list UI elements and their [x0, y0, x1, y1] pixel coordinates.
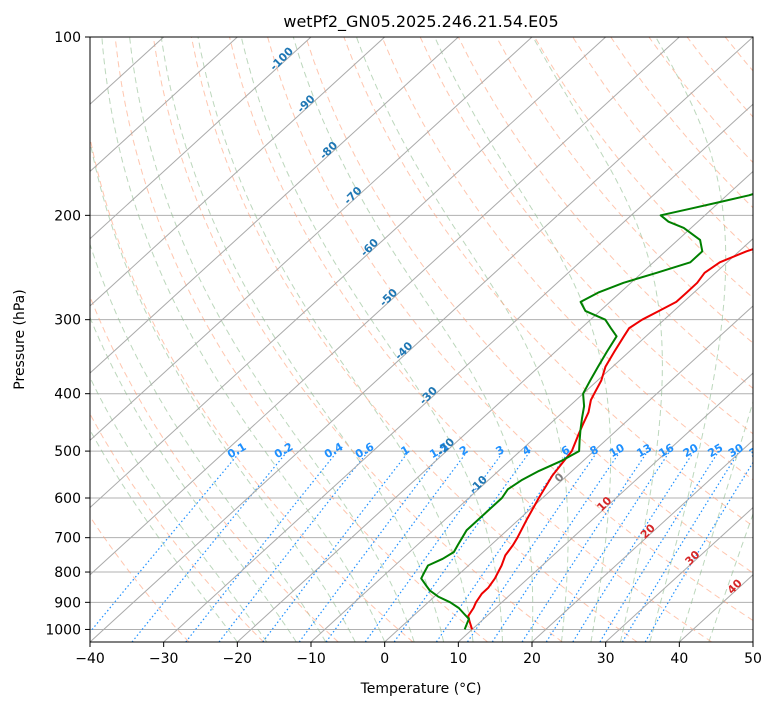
dry-adiabat-line	[495, 37, 753, 344]
mixing-ratio-line	[325, 450, 468, 642]
isotherm-line	[90, 37, 753, 642]
moist-adiabat-line	[90, 428, 238, 642]
isotherm-line	[90, 37, 459, 374]
dewpoint-line	[420, 192, 753, 630]
y-tick-label: 100	[54, 30, 81, 46]
moist-adiabat-line	[90, 316, 297, 642]
dry-adiabat-line	[114, 37, 488, 642]
moist-adiabat-line	[649, 37, 727, 642]
mixing-ratio-line	[491, 450, 621, 642]
y-tick-label: 300	[54, 313, 81, 329]
y-tick-label: 500	[54, 444, 81, 460]
isotherm-line	[163, 103, 753, 642]
moist-adiabat-line	[292, 37, 534, 642]
moist-adiabat-line	[129, 37, 415, 642]
isotherm-line	[310, 237, 753, 642]
chart-title: wetPf2_GN05.2025.246.21.54.E05	[283, 12, 558, 32]
isotherm-line	[457, 372, 753, 642]
temperature-line	[467, 248, 753, 630]
y-tick-label: 600	[54, 491, 81, 507]
isotherm-line	[90, 37, 312, 240]
x-tick-label: −10	[296, 651, 326, 667]
isotherm-line	[90, 37, 533, 442]
mixing-ratio-line	[131, 450, 289, 642]
mixing-ratio-label: 36	[747, 441, 767, 460]
mixing-ratio-line	[262, 450, 410, 642]
y-tick-label: 1000	[45, 622, 81, 638]
mixing-ratio-line	[572, 450, 695, 642]
moist-adiabat-line	[240, 37, 503, 642]
x-tick-label: −30	[149, 651, 179, 667]
isotherm-line	[90, 37, 238, 173]
mixing-ratio-line	[545, 450, 671, 642]
x-tick-label: 0	[380, 651, 389, 667]
x-tick-label: 20	[523, 651, 541, 667]
dry-adiabat-line	[534, 37, 753, 299]
isotherm-line	[90, 37, 386, 307]
moist-adiabat-line	[90, 138, 356, 642]
dry-adiabat-line	[381, 37, 753, 481]
mixing-ratio-line	[185, 450, 339, 642]
moist-adiabat-line	[160, 37, 445, 642]
mixing-ratio-line	[364, 450, 505, 642]
x-tick-label: −20	[223, 651, 253, 667]
x-tick-label: −40	[75, 651, 105, 667]
isotherm-line	[605, 506, 753, 642]
moist-adiabat-line	[90, 242, 327, 642]
y-tick-label: 400	[54, 387, 81, 403]
y-axis-label: Pressure (hPa)	[12, 289, 28, 389]
x-tick-label: 40	[670, 651, 688, 667]
plot-frame	[89, 36, 754, 643]
dry-adiabat-line	[343, 37, 753, 527]
x-tick-label: 10	[449, 651, 467, 667]
x-axis-label: Temperature (°C)	[360, 681, 482, 697]
moist-adiabat-line	[708, 512, 753, 642]
dry-adiabat-line	[190, 37, 638, 642]
x-tick-label: 30	[597, 651, 615, 667]
y-tick-label: 900	[54, 595, 81, 611]
mixing-ratio-line	[621, 450, 740, 642]
mixing-ratio-line	[90, 450, 242, 633]
moist-adiabat-line	[356, 37, 569, 642]
dry-adiabat-line	[152, 37, 563, 642]
isotherm-line	[384, 305, 753, 642]
dry-adiabat-line	[90, 412, 264, 642]
dry-adiabat-line	[305, 37, 753, 574]
moist-adiabat-line	[532, 37, 663, 642]
x-tick-label: 50	[744, 651, 762, 667]
isotherm-line	[531, 439, 753, 642]
isotherm-line	[90, 37, 607, 509]
moist-adiabat-line	[101, 37, 386, 642]
isotherm-line	[236, 170, 753, 642]
mixing-ratio-line	[435, 450, 570, 642]
mixing-ratio-line	[298, 450, 444, 642]
mixing-ratio-line	[521, 450, 649, 642]
y-tick-label: 200	[54, 208, 81, 224]
dry-adiabat-line	[90, 515, 190, 642]
dry-adiabat-line	[267, 37, 753, 622]
dry-adiabat-line	[419, 37, 753, 435]
dry-adiabat-line	[457, 37, 753, 389]
y-tick-label: 700	[54, 531, 81, 547]
moist-adiabat-line	[678, 399, 753, 642]
dry-adiabat-line	[90, 135, 414, 642]
moist-adiabat-line	[197, 37, 474, 642]
isotherm-line	[90, 37, 680, 576]
moist-adiabat-line	[434, 37, 612, 642]
y-tick-label: 800	[54, 565, 81, 581]
moist-adiabat-line	[90, 376, 268, 642]
mixing-ratio-line	[466, 450, 599, 642]
